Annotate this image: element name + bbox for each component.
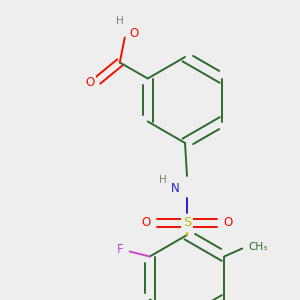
Text: CH₃: CH₃ [249,242,268,251]
Text: O: O [141,217,151,230]
Text: F: F [116,243,123,256]
Text: O: O [129,27,138,40]
Text: H: H [159,175,167,185]
Text: H: H [116,16,124,26]
Text: S: S [183,217,191,230]
Text: O: O [85,76,94,89]
Text: N: N [171,182,179,194]
Text: O: O [224,217,232,230]
